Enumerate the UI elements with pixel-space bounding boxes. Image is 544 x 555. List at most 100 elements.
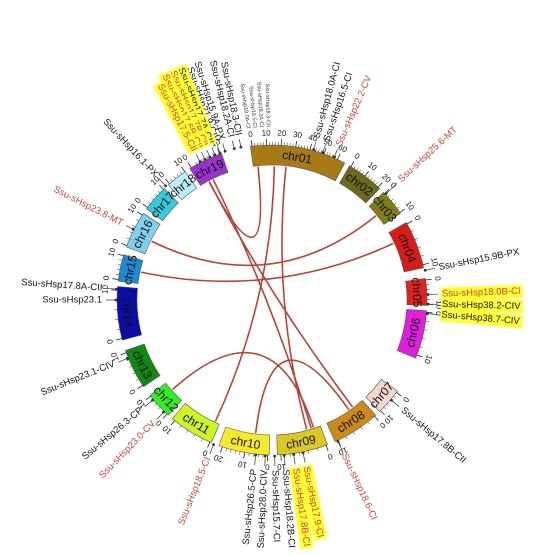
tick-mark-chr17 [143, 204, 148, 208]
minor-tick-chr19 [195, 162, 196, 165]
chromosome-label-chr14: chr14 [119, 297, 136, 328]
minor-tick-chr17 [155, 194, 157, 196]
tiny-gene-label: Ssu-sHsp18.3-CII [264, 84, 271, 128]
gene-label: Ssu-sHsp18.6-CI [339, 452, 380, 522]
tick-mark-chr02 [378, 183, 382, 187]
minor-tick-chr03 [388, 195, 390, 197]
minor-tick-chr12 [158, 407, 160, 409]
minor-tick-chr01 [316, 148, 317, 151]
minor-tick-chr02 [354, 166, 356, 169]
minor-tick-chr10 [240, 452, 241, 455]
minor-tick-chr17 [151, 198, 153, 200]
gene-label-group: Ssu-sHsp18.0B-CI [441, 285, 523, 301]
minor-tick-chr03 [397, 207, 399, 209]
tick-mark-chr16 [137, 212, 142, 215]
minor-tick-chr04 [421, 255, 424, 256]
minor-tick-chr07 [387, 404, 389, 406]
gene-marker [392, 400, 400, 406]
minor-tick-chr06 [424, 330, 427, 331]
gene-marker-dot [312, 148, 315, 151]
tick-mark-chr01 [310, 144, 311, 150]
minor-tick-chr13 [136, 379, 139, 381]
tick-mark-chr11 [208, 442, 210, 447]
tick-mark-chr05 [426, 279, 432, 280]
gene-label-group: Ssu-sHsp15.7-CI [269, 470, 281, 543]
tick-label-chr10: 20 [212, 452, 224, 464]
tick-mark-chr07 [396, 392, 401, 396]
gene-label: Ssu-sHsp23.1-CIV [39, 358, 117, 398]
gene-label: Ssu-sHsp15.7-CI [269, 470, 281, 543]
tick-label-chr02: 0 [353, 151, 362, 161]
minor-tick-chr09 [317, 448, 318, 451]
minor-tick-chr13 [132, 373, 135, 374]
gene-label-group: Ssu-sHsp25.6-MT [396, 124, 460, 184]
tick-mark-chr12 [146, 396, 151, 400]
gene-marker-dot [151, 399, 154, 402]
minor-tick-chr18 [177, 174, 179, 176]
minor-tick-chr11 [194, 435, 195, 438]
gene-marker-dot [233, 147, 236, 150]
minor-tick-chr18 [174, 176, 176, 178]
gene-marker-dot [302, 451, 305, 454]
tick-label-chr06: 10 [422, 354, 434, 366]
minor-tick-chr06 [420, 347, 423, 348]
tick-label-chr01: 20 [277, 129, 287, 139]
tick-mark-chr01 [296, 141, 297, 147]
gene-marker-dot [203, 158, 206, 161]
tick-label-chr01: 10 [262, 128, 272, 137]
tick-label-chr14: 0 [105, 338, 115, 345]
tick-label-chr13: 0 [127, 387, 137, 396]
minor-tick-chr01 [304, 145, 305, 148]
gene-marker-dot [385, 192, 388, 195]
minor-tick-chr18 [171, 179, 173, 181]
gene-label-group: Ssu-sHsp28.0-CIV [256, 469, 270, 549]
tick-label-chr03: 0 [389, 181, 399, 191]
minor-tick-chr02 [368, 176, 370, 178]
gene-marker-dot [424, 269, 427, 272]
minor-tick-chr08 [346, 436, 347, 439]
minor-tick-chr07 [393, 396, 395, 398]
minor-tick-chr15 [118, 264, 121, 265]
tick-label-chr15: 0 [102, 275, 112, 281]
tick-mark-chr14 [116, 339, 122, 340]
tick-mark-chr18 [182, 167, 185, 172]
minor-tick-chr14 [117, 329, 120, 330]
gene-marker-dot [390, 399, 393, 402]
tick-label-chr05: 0 [433, 276, 443, 282]
minor-tick-chr02 [357, 168, 359, 171]
tick-label-chr01: 0 [248, 130, 254, 140]
gene-label-group: Ssu-sHsp23.8-MT [52, 184, 125, 229]
tick-label-chr01: 30 [292, 130, 303, 140]
tick-mark-chr10 [244, 453, 245, 459]
gene-label: Ssu-sHsp23.1 [42, 295, 102, 306]
tick-mark-chr15 [112, 279, 118, 280]
minor-tick-chr10 [235, 451, 236, 454]
gene-label-group: Ssu-sHsp18.6-CI [339, 452, 380, 522]
gene-label: Ssu-sHsp17.8B-CII [399, 405, 468, 466]
minor-tick-chr02 [376, 182, 378, 184]
tick-mark-chr17 [159, 185, 163, 189]
links-layer [141, 166, 394, 433]
gene-label: Ssu-sHsp28.0-CIV [256, 469, 270, 549]
minor-tick-chr03 [394, 203, 396, 205]
gene-label: Ssu-sHsp15.9B-PX [438, 246, 521, 273]
chromosome-label-chr05: chr05 [409, 277, 425, 308]
tick-mark-chr19 [188, 163, 191, 168]
minor-tick-chr11 [186, 430, 188, 433]
minor-tick-chr01 [318, 149, 319, 152]
gene-label-group: Ssu-sHsp23.1-CIV [39, 358, 117, 398]
gene-marker-dot [224, 150, 227, 153]
tick-mark-chr11 [171, 421, 175, 426]
tick-mark-chr08 [375, 416, 379, 421]
minor-tick-chr15 [119, 260, 122, 261]
gene-marker [294, 454, 295, 464]
gene-label-group: Ssu-sHsp17.8A-CII [21, 277, 103, 294]
gene-label: Ssu-sHsp18.5-CI [176, 456, 213, 527]
gene-marker-dot [283, 454, 286, 457]
gene-marker-dot [115, 288, 118, 291]
gene-marker [210, 445, 214, 454]
minor-tick-chr02 [370, 178, 372, 180]
tick-label-chr04: 0 [412, 214, 422, 223]
gene-marker-dot [219, 152, 222, 155]
